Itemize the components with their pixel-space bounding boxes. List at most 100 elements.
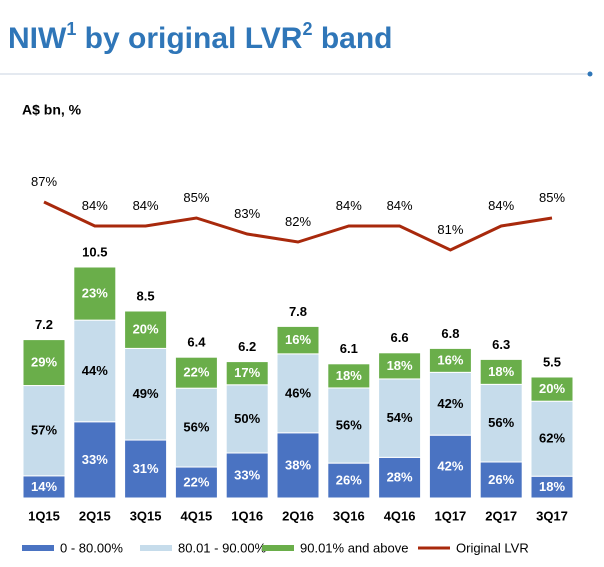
legend-label: 90.01% and above <box>300 540 408 555</box>
total-label: 10.5 <box>82 244 107 259</box>
segment-value: 57 <box>31 423 45 438</box>
segment-value: 33 <box>82 452 96 467</box>
legend-label: 0 - 80.00% <box>60 540 123 555</box>
segment-value: 16 <box>285 333 299 348</box>
title-sup: 2 <box>302 19 312 39</box>
segment-value: 22 <box>183 365 197 380</box>
legend-swatch <box>262 545 294 551</box>
bar-segment <box>225 361 269 386</box>
line-value: 84 <box>387 198 401 213</box>
legend-swatch <box>22 545 54 551</box>
segment-value: 22 <box>183 475 197 490</box>
segment-label: 18% <box>336 368 362 383</box>
segment-label: 17% <box>234 366 260 381</box>
segment-label: 38% <box>285 458 311 473</box>
segment-label: 14% <box>31 479 57 494</box>
title-text: band <box>313 22 393 55</box>
bar-segment <box>276 325 320 355</box>
segment-value: 29 <box>31 355 45 370</box>
x-tick-label: 2Q15 <box>79 508 111 523</box>
line <box>43 200 553 252</box>
segment-label: 56% <box>336 418 362 433</box>
segment-label: 50% <box>234 411 260 426</box>
bar-segment <box>73 319 117 423</box>
line-value: 84 <box>488 198 502 213</box>
line-value: 85 <box>183 190 197 205</box>
total-label: 6.3 <box>492 337 510 352</box>
bar-segment <box>327 462 371 499</box>
bar-segment <box>124 347 168 441</box>
line-label: 84% <box>387 198 413 213</box>
line-value: 85 <box>539 190 553 205</box>
line-value: 87 <box>31 174 45 189</box>
total-label: 7.8 <box>289 304 307 319</box>
segment-label: 23% <box>82 286 108 301</box>
segment-label: 20% <box>539 382 565 397</box>
line-label: 87% <box>31 174 57 189</box>
segment-label: 16% <box>285 333 311 348</box>
total-label: 6.4 <box>187 335 206 350</box>
segment-value: 56 <box>336 418 350 433</box>
segment-label: 49% <box>133 387 159 402</box>
total-label: 7.2 <box>35 317 53 332</box>
bar-segment <box>124 310 168 349</box>
bar-segment <box>22 385 66 477</box>
segment-label: 20% <box>133 322 159 337</box>
segment-label: 44% <box>82 363 108 378</box>
segment-value: 50 <box>234 411 248 426</box>
line-value: 84 <box>82 198 96 213</box>
segment-value: 56 <box>183 420 197 435</box>
segment-value: 17 <box>234 366 248 381</box>
x-tick-label: 4Q16 <box>384 508 416 523</box>
segment-label: 22% <box>183 365 209 380</box>
segment-label: 26% <box>336 473 362 488</box>
x-tick-label: 1Q15 <box>28 508 60 523</box>
bar-segment <box>174 466 218 499</box>
bar-segment <box>378 352 422 380</box>
segment-value: 42 <box>437 459 451 474</box>
segment-label: 62% <box>539 431 565 446</box>
segment-value: 46 <box>285 386 299 401</box>
segment-value: 16 <box>437 353 451 368</box>
title-text: NIW <box>8 22 67 55</box>
bar-segment <box>428 434 472 499</box>
segment-label: 33% <box>234 468 260 483</box>
x-tick-label: 2Q16 <box>282 508 314 523</box>
bar-segment <box>327 387 371 464</box>
line-value: 84 <box>133 198 147 213</box>
x-tick-label: 4Q15 <box>180 508 212 523</box>
bar-segment <box>479 358 523 385</box>
segment-value: 18 <box>387 358 401 373</box>
segment-label: 16% <box>437 353 463 368</box>
line-value: 82 <box>285 214 299 229</box>
segment-label: 28% <box>387 470 413 485</box>
title-sup: 1 <box>66 19 76 39</box>
unit-label: A$ bn, % <box>22 102 82 118</box>
bar-segment <box>479 461 523 499</box>
bar-segment <box>174 356 218 389</box>
segment-value: 38 <box>285 458 299 473</box>
x-tick-label: 1Q17 <box>434 508 466 523</box>
segment-value: 18 <box>336 368 350 383</box>
segment-label: 18% <box>488 364 514 379</box>
segment-value: 54 <box>387 411 402 426</box>
bar-segment <box>124 439 168 499</box>
x-tick-label: 3Q16 <box>333 508 365 523</box>
line-label: 81% <box>437 222 463 237</box>
bar-segment <box>428 347 472 373</box>
x-tick-label: 3Q17 <box>536 508 568 523</box>
header-dot <box>587 71 593 77</box>
line-label: 85% <box>183 190 209 205</box>
segment-value: 31 <box>133 461 147 476</box>
segment-value: 33 <box>234 468 248 483</box>
bar-segment <box>276 353 320 434</box>
total-label: 6.8 <box>441 326 459 341</box>
segment-value: 14 <box>31 479 46 494</box>
segment-value: 26 <box>336 473 350 488</box>
bar-segment <box>22 339 66 387</box>
legend-label: 80.01 - 90.00% <box>178 540 267 555</box>
segment-value: 56 <box>488 416 502 431</box>
segment-value: 20 <box>133 322 147 337</box>
title-text: by original LVR <box>76 22 302 55</box>
bar-segment <box>378 456 422 499</box>
